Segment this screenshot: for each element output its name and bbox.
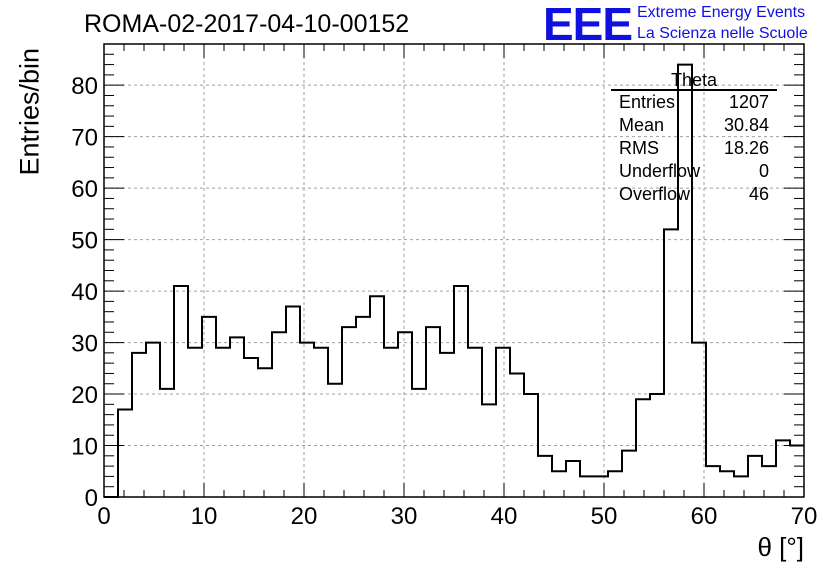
x-tick-label: 30	[391, 503, 418, 530]
logo-line-1: Extreme Energy Events	[637, 4, 806, 21]
stats-value: 0	[758, 161, 769, 181]
stats-label: Mean	[619, 115, 665, 135]
stats-label: Underflow	[619, 161, 701, 181]
y-tick-label: 60	[71, 176, 98, 203]
y-tick-label: 10	[71, 434, 98, 461]
y-tick-label: 0	[85, 485, 98, 512]
x-tick-label: 20	[291, 503, 318, 530]
y-axis-label: Entries/bin	[14, 47, 45, 176]
axis-tick-labels: 0 10 20 30 40 50 60 70 0 10 20 30 40 50 60 70 80	[71, 73, 817, 530]
stats-label: Overflow	[619, 184, 691, 204]
x-axis-label: θ [°]	[757, 532, 804, 562]
stats-box: Theta Entries 1207 Mean 30.84 RMS 18.26 …	[611, 70, 777, 206]
eee-logo: EEE	[543, 0, 633, 50]
stats-label: RMS	[619, 138, 659, 158]
y-tick-label: 30	[71, 331, 98, 358]
x-tick-label: 10	[191, 503, 218, 530]
plot-frame	[103, 43, 805, 498]
run-title: ROMA-02-2017-04-10-00152	[84, 10, 410, 38]
histogram-outline	[104, 63, 804, 498]
stats-label: Entries	[619, 92, 676, 112]
stats-row: RMS 18.26	[611, 137, 777, 160]
stats-row: Entries 1207	[611, 91, 777, 114]
stats-value: 30.84	[723, 115, 769, 135]
stats-value: 46	[748, 184, 769, 204]
stats-row: Underflow 0	[611, 160, 777, 183]
y-tick-label: 80	[71, 73, 98, 100]
logo-line-2: La Scienza nelle Scuole	[637, 25, 808, 42]
axis-ticks	[103, 43, 805, 498]
y-tick-label: 20	[71, 382, 98, 409]
y-tick-label: 40	[71, 279, 98, 306]
y-tick-label: 50	[71, 228, 98, 255]
stats-row: Mean 30.84	[611, 114, 777, 137]
stats-title: Theta	[670, 70, 718, 90]
stats-value: 1207	[728, 92, 769, 112]
x-tick-label: 70	[791, 503, 818, 530]
stats-row: Overflow 46	[611, 183, 777, 206]
y-tick-label: 70	[71, 125, 98, 152]
stats-divider	[611, 89, 777, 91]
x-tick-label: 0	[97, 503, 110, 530]
x-tick-label: 60	[691, 503, 718, 530]
x-tick-label: 50	[591, 503, 618, 530]
stats-value: 18.26	[723, 138, 769, 158]
x-tick-label: 40	[491, 503, 518, 530]
